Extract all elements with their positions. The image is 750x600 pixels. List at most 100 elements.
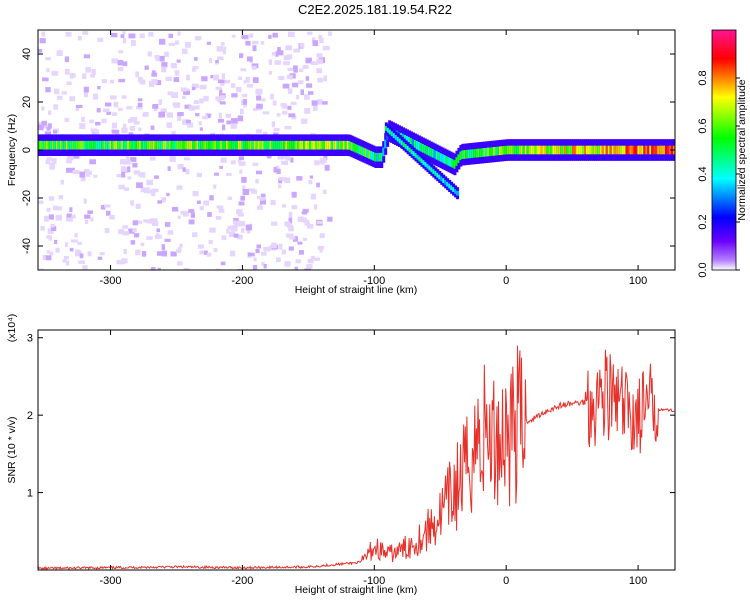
heatmap-cell (305, 57, 313, 64)
heatmap-cell (220, 157, 227, 163)
heatmap-cell (253, 257, 257, 262)
heatmap-cell (245, 76, 250, 83)
heatmap-cell (419, 142, 423, 152)
heatmap-cell (236, 209, 243, 215)
heatmap-cell (170, 251, 177, 257)
heatmap-cell (301, 211, 308, 215)
heatmap-cell (446, 181, 450, 187)
heatmap-cell (291, 115, 297, 120)
heatmap-cell (238, 221, 246, 227)
heatmap-cell (320, 159, 325, 165)
heatmap-cell (62, 258, 68, 263)
heatmap-cell (320, 140, 324, 150)
heatmap-cell (475, 148, 479, 158)
heatmap-cell (340, 140, 344, 150)
heatmap-cell (318, 140, 322, 150)
heatmap-cell (239, 53, 244, 58)
heatmap-cell (372, 151, 376, 161)
heatmap-cell (215, 216, 222, 220)
heatmap-cell (227, 140, 231, 150)
heatmap-cell (277, 184, 282, 189)
heatmap-cell (275, 165, 280, 169)
heatmap-cell (41, 106, 45, 111)
heatmap-cell (150, 156, 156, 161)
heatmap-cell (258, 203, 262, 208)
heatmap-cell (150, 218, 158, 223)
heatmap-cell (69, 140, 73, 150)
heatmap-cell (133, 170, 141, 175)
heatmap-cell (420, 158, 424, 164)
heatmap-cell (302, 64, 309, 69)
heatmap-cell (457, 154, 461, 163)
heatmap-cell (101, 79, 108, 84)
heatmap-cell (202, 115, 209, 120)
heatmap-cell (437, 152, 441, 161)
heatmap-cell (167, 91, 174, 96)
heatmap-cell (508, 145, 512, 155)
heatmap-cell (461, 150, 465, 159)
heatmap-cell (193, 105, 200, 110)
heatmap-cell (207, 212, 212, 217)
heatmap-cell (146, 179, 153, 186)
heatmap-cell (192, 140, 196, 150)
heatmap-cell (221, 73, 226, 79)
heatmap-cell (82, 265, 88, 270)
heatmap-cell (231, 227, 237, 232)
heatmap-cell (155, 80, 162, 86)
heatmap-cell (273, 132, 279, 136)
heatmap-cell (246, 56, 253, 62)
heatmap-cell (273, 167, 277, 173)
heatmap-cell (231, 93, 238, 98)
heatmap-cell (293, 68, 298, 73)
heatmap-cell (181, 95, 186, 99)
heatmap-cell (619, 145, 623, 155)
heatmap-cell (90, 128, 97, 133)
heatmap-cell (230, 118, 237, 124)
heatmap-cell (127, 176, 132, 180)
heatmap-cell (554, 145, 558, 155)
heatmap-cell (542, 145, 546, 155)
heatmap-cell (91, 68, 96, 75)
heatmap-cell (506, 145, 510, 155)
heatmap-cell (135, 203, 141, 209)
heatmap-cell (171, 206, 179, 212)
heatmap-cell (256, 103, 263, 109)
heatmap-cell (144, 65, 149, 70)
heatmap-cell (287, 105, 292, 110)
heatmap-cell (161, 250, 168, 257)
heatmap-cell (88, 171, 93, 175)
heatmap-cell (218, 208, 225, 213)
heatmap-cell (328, 140, 332, 150)
heatmap-cell (293, 48, 301, 53)
heatmap-cell (261, 261, 265, 266)
spectrogram-x-label: Height of straight line (km) (295, 284, 418, 296)
heatmap-cell (53, 130, 58, 134)
heatmap-cell (80, 177, 86, 182)
heatmap-cell (118, 184, 125, 190)
heatmap-cell (259, 199, 267, 205)
heatmap-cell (77, 241, 82, 246)
heatmap-cell (209, 195, 214, 201)
heatmap-cell (220, 261, 226, 266)
heatmap-cell (311, 140, 314, 150)
heatmap-cell (73, 140, 77, 150)
heatmap-cell (46, 68, 50, 72)
heatmap-cell (208, 57, 213, 64)
heatmap-cell (140, 140, 144, 150)
heatmap-cell (227, 196, 232, 200)
heatmap-cell (281, 105, 288, 109)
heatmap-cell (191, 68, 196, 72)
heatmap-cell (130, 200, 134, 206)
heatmap-cell (456, 190, 460, 196)
heatmap-cell (310, 61, 318, 66)
heatmap-cell (243, 140, 247, 150)
heatmap-cell (214, 172, 219, 176)
heatmap-cell (87, 210, 94, 214)
heatmap-cell (288, 226, 294, 232)
heatmap-cell (637, 145, 641, 155)
heatmap-cell (93, 140, 97, 150)
heatmap-cell (111, 129, 119, 134)
heatmap-cell (260, 41, 265, 45)
heatmap-cell (659, 145, 663, 155)
